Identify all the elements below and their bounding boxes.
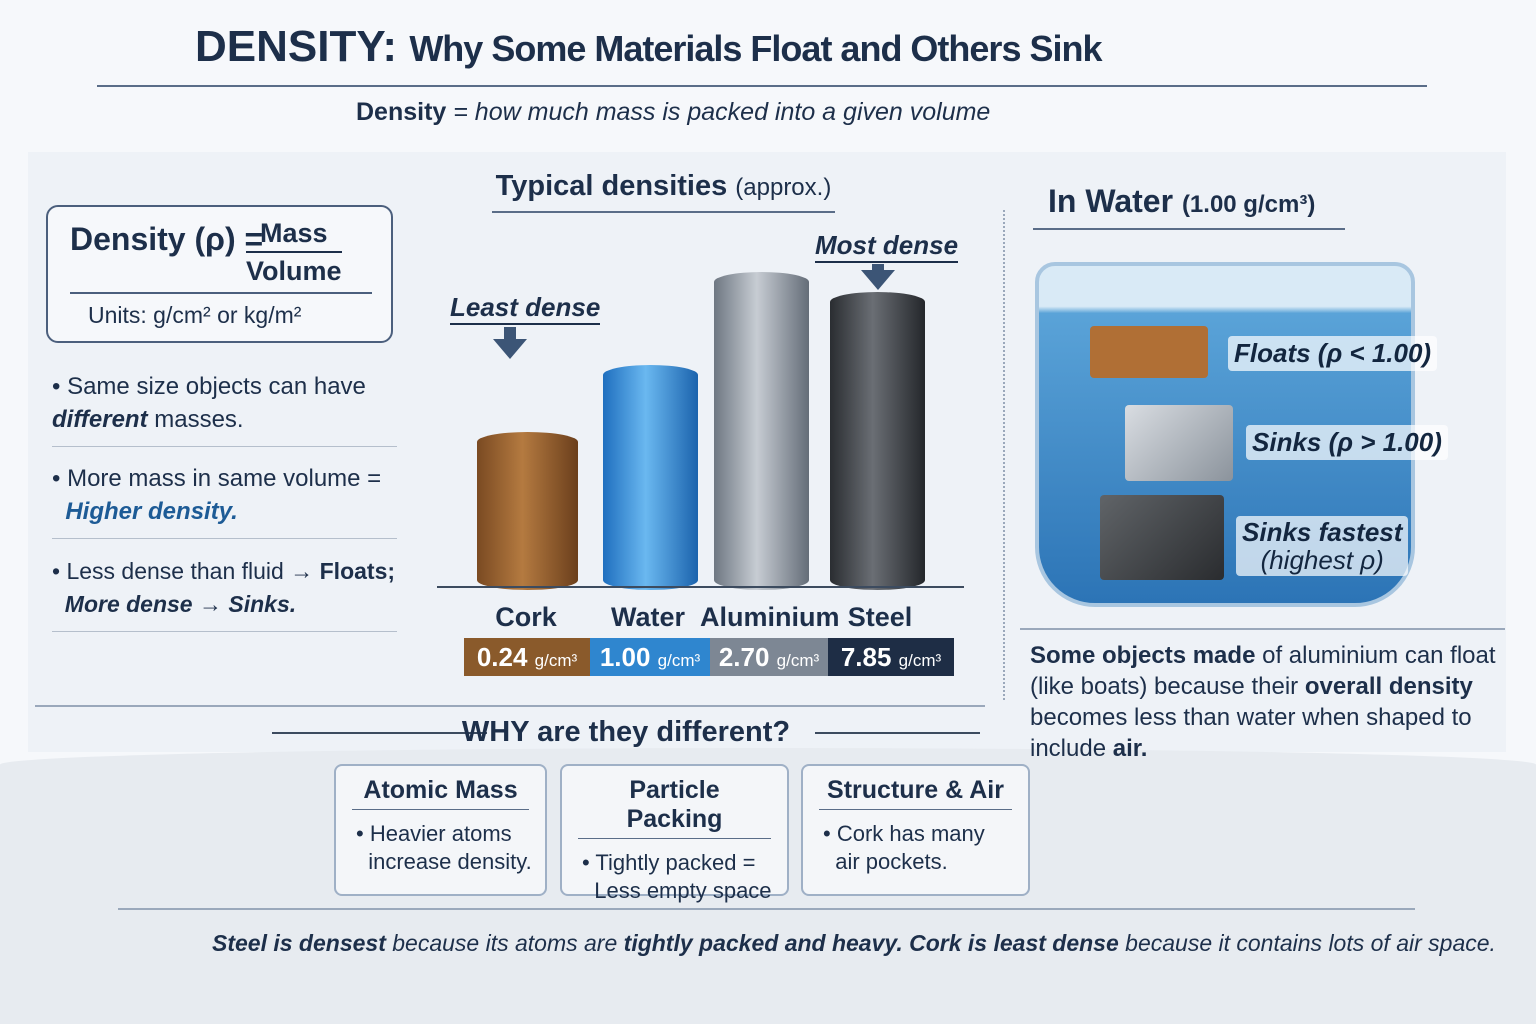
- density-value: 0.24 g/cm³: [464, 638, 590, 676]
- divider: [35, 705, 985, 707]
- material-label: Aluminium: [700, 602, 840, 632]
- water-cylinder: [603, 365, 698, 590]
- sinks-fastest-label: Sinks fastest (highest ρ): [1236, 516, 1409, 576]
- steel-cylinder: [830, 292, 925, 590]
- density-value: 7.85 g/cm³: [828, 638, 954, 676]
- density-value: 2.70 g/cm³: [710, 638, 828, 676]
- bullet-item: • Same size objects can have different m…: [52, 370, 397, 447]
- steel-block: [1100, 495, 1224, 580]
- formula-fraction: Mass Volume: [246, 215, 342, 289]
- bullet-item: • Less dense than fluid → Floats; More d…: [52, 555, 397, 632]
- bullet-item: • More mass in same volume = Higher dens…: [52, 462, 397, 539]
- material-label: Steel: [847, 602, 913, 632]
- arrow-down-icon: [861, 270, 895, 290]
- divider: [815, 732, 980, 734]
- page-title: DENSITY: Why Some Materials Float and Ot…: [195, 22, 1103, 71]
- baseline: [437, 586, 964, 588]
- card-structure-air: Structure & Air • Cork has many air pocke…: [801, 764, 1030, 896]
- divider: [118, 908, 1415, 910]
- density-value: 1.00 g/cm³: [590, 638, 710, 676]
- formula-units: Units: g/cm² or kg/m²: [88, 302, 302, 328]
- material-label: Water: [610, 602, 685, 632]
- conclusion: Steel is densest because its atoms are t…: [212, 930, 1496, 956]
- title-rule: [97, 85, 1427, 87]
- divider: [1020, 628, 1505, 630]
- arrow-down-icon: [493, 339, 527, 359]
- card-particle-packing: Particle Packing • Tightly packed = Less …: [560, 764, 789, 903]
- aluminium-cylinder: [714, 272, 809, 590]
- formula-lhs: Density (ρ) =: [70, 221, 264, 257]
- aluminium-block: [1125, 405, 1233, 481]
- material-label: Cork: [495, 602, 557, 632]
- least-dense-label: Least dense: [450, 292, 601, 325]
- arrow-down-icon: [872, 264, 884, 272]
- card-atomic-mass: Atomic Mass • Heavier atoms increase dens…: [334, 764, 547, 896]
- cork-block: [1090, 326, 1208, 378]
- cork-cylinder: [477, 432, 578, 590]
- water-title: In Water (1.00 g/cm³): [1033, 183, 1345, 230]
- divider: [70, 292, 372, 294]
- formula-box: Density (ρ) = Mass Volume Units: g/cm² or…: [46, 205, 393, 343]
- most-dense-label: Most dense: [815, 230, 959, 263]
- arrow-down-icon: [504, 327, 516, 341]
- subtitle: Density = how much mass is packed into a…: [356, 98, 991, 126]
- divider: [272, 732, 487, 734]
- why-heading: WHY are they different?: [461, 716, 791, 748]
- chart-title: Typical densities (approx.): [492, 170, 835, 213]
- floats-label: Floats (ρ < 1.00): [1228, 336, 1438, 371]
- dotted-divider: [1003, 210, 1005, 700]
- aluminium-note: Some objects made of aluminium can float…: [1030, 642, 1496, 762]
- sinks-label: Sinks (ρ > 1.00): [1246, 425, 1448, 460]
